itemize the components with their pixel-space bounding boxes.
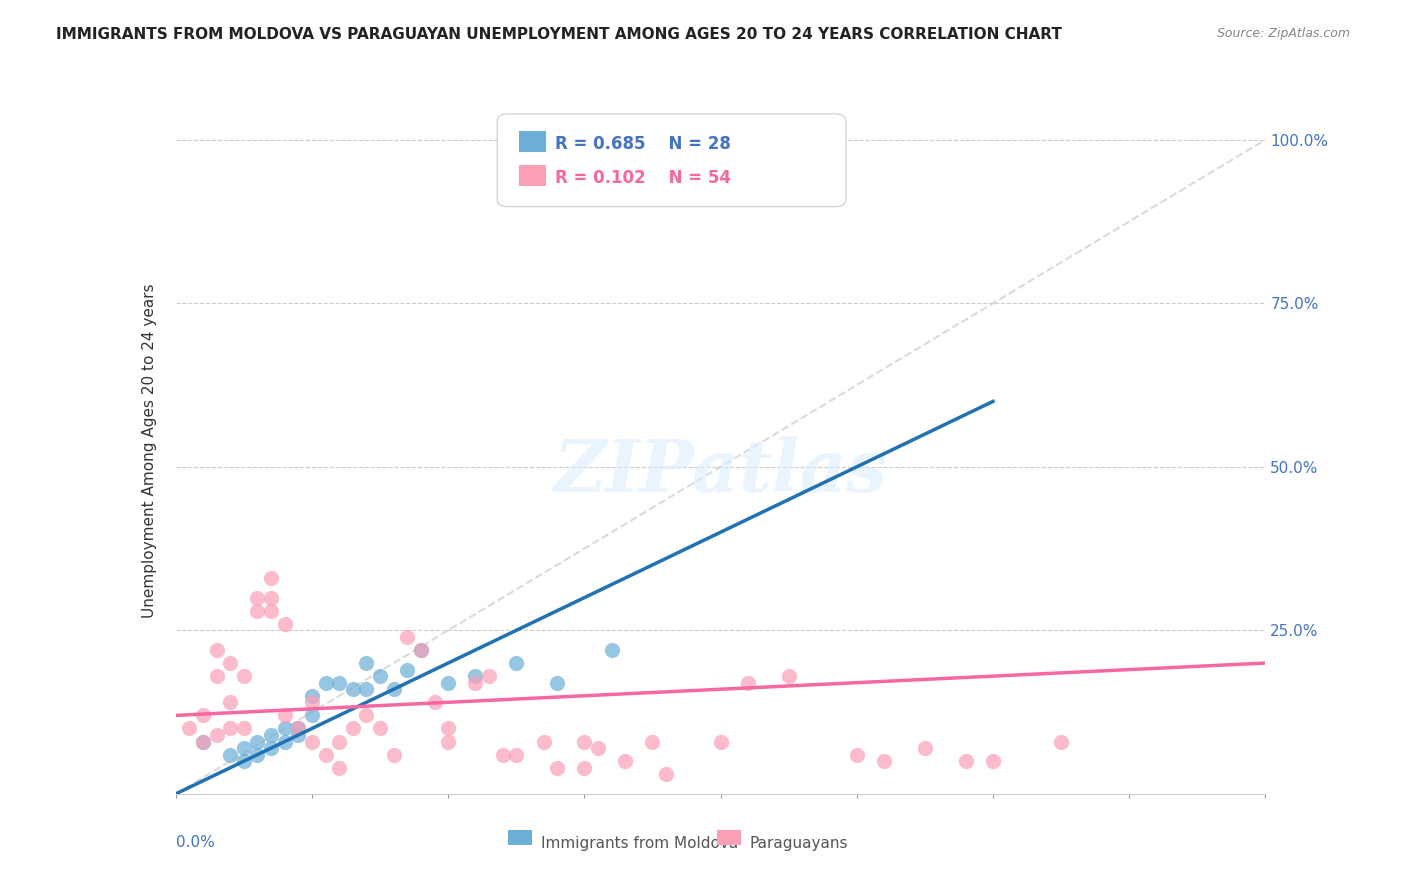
Point (533, 734, 555, 748)
Point (191, 734, 214, 748)
Point (287, 722, 309, 736)
Point (710, 734, 733, 748)
Point (246, 747, 269, 762)
Point (260, 604, 283, 618)
Point (328, 734, 350, 748)
Text: IMMIGRANTS FROM MOLDOVA VS PARAGUAYAN UNEMPLOYMENT AMONG AGES 20 TO 24 YEARS COR: IMMIGRANTS FROM MOLDOVA VS PARAGUAYAN UN… (56, 27, 1062, 42)
Point (301, 708, 323, 723)
Point (232, 741, 254, 756)
Point (232, 754, 254, 768)
Text: 0.0%: 0.0% (176, 835, 215, 850)
Point (368, 669, 391, 683)
Bar (519, 165, 546, 186)
Point (205, 643, 228, 657)
Point (546, 675, 568, 690)
Point (478, 669, 501, 683)
Point (274, 734, 297, 748)
Point (464, 669, 486, 683)
Bar (717, 830, 741, 846)
Point (260, 571, 283, 585)
Point (205, 728, 228, 742)
Point (492, 747, 515, 762)
Text: Source: ZipAtlas.com: Source: ZipAtlas.com (1216, 27, 1350, 40)
Point (301, 689, 323, 703)
Point (437, 734, 460, 748)
Point (328, 675, 350, 690)
Point (614, 754, 637, 768)
Point (219, 722, 242, 736)
Point (328, 761, 350, 775)
Point (955, 754, 977, 768)
Text: ZIPatlas: ZIPatlas (554, 435, 887, 507)
Point (409, 643, 432, 657)
Point (246, 591, 269, 605)
Point (641, 734, 664, 748)
Point (437, 675, 460, 690)
Point (274, 722, 297, 736)
Point (873, 754, 896, 768)
Point (396, 630, 419, 644)
Point (260, 741, 283, 756)
Point (981, 754, 1004, 768)
Point (342, 722, 364, 736)
Point (232, 722, 254, 736)
Point (274, 616, 297, 631)
Point (737, 675, 759, 690)
Point (505, 656, 527, 670)
Text: R = 0.102    N = 54: R = 0.102 N = 54 (555, 169, 731, 186)
Point (219, 656, 242, 670)
Point (368, 722, 391, 736)
Point (191, 734, 214, 748)
Point (914, 741, 936, 756)
Point (246, 734, 269, 748)
Point (437, 722, 460, 736)
Text: Paraguayans: Paraguayans (749, 837, 848, 852)
Point (356, 656, 378, 670)
Point (382, 747, 405, 762)
Point (219, 747, 242, 762)
Point (287, 722, 309, 736)
Point (574, 734, 596, 748)
Point (287, 728, 309, 742)
Point (191, 708, 214, 723)
Point (274, 708, 297, 723)
Point (574, 761, 596, 775)
Point (179, 722, 201, 736)
Text: Immigrants from Moldova: Immigrants from Moldova (541, 837, 738, 852)
Point (219, 695, 242, 709)
Point (260, 591, 283, 605)
Point (423, 695, 446, 709)
Point (315, 747, 337, 762)
Point (600, 643, 623, 657)
Point (1050, 734, 1073, 748)
Point (356, 682, 378, 697)
Text: R = 0.685    N = 28: R = 0.685 N = 28 (555, 135, 731, 153)
Point (356, 708, 378, 723)
Point (409, 643, 432, 657)
Point (382, 682, 405, 697)
Point (655, 767, 678, 781)
Point (505, 747, 527, 762)
Point (301, 695, 323, 709)
Bar (508, 830, 531, 846)
Point (301, 734, 323, 748)
Bar (519, 131, 546, 152)
Point (546, 761, 568, 775)
FancyBboxPatch shape (498, 114, 846, 207)
Point (232, 669, 254, 683)
Point (315, 675, 337, 690)
Point (464, 675, 486, 690)
Point (246, 604, 269, 618)
Point (342, 682, 364, 697)
Point (260, 728, 283, 742)
Y-axis label: Unemployment Among Ages 20 to 24 years: Unemployment Among Ages 20 to 24 years (142, 283, 157, 618)
Point (396, 663, 419, 677)
Point (205, 669, 228, 683)
Point (845, 747, 868, 762)
Point (586, 741, 609, 756)
Point (778, 669, 800, 683)
